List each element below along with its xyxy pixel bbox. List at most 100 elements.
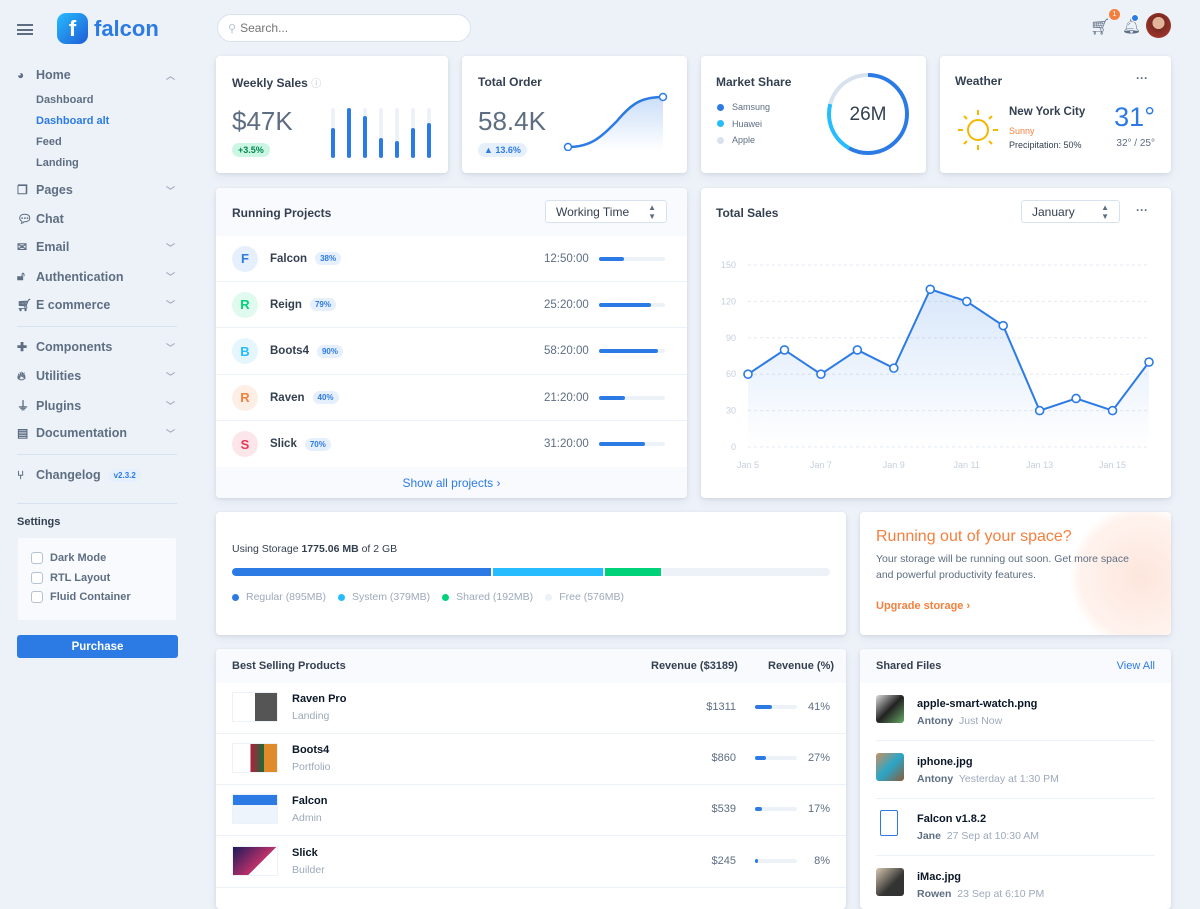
- file-meta: Rowen 23 Sep at 6:10 PM: [917, 888, 1044, 900]
- setting-checkbox[interactable]: Fluid Container: [31, 591, 131, 603]
- product-category: Builder: [292, 864, 325, 876]
- data-point: [963, 297, 971, 305]
- y-tick-label: 30: [726, 406, 736, 416]
- purchase-button[interactable]: Purchase: [17, 635, 178, 658]
- weather-condition: Sunny: [1009, 126, 1035, 136]
- chevron-down-icon: ﹀: [166, 241, 175, 254]
- x-tick-label: Jan 5: [737, 460, 759, 470]
- x-tick-label: Jan 15: [1099, 460, 1126, 470]
- file-name[interactable]: iMac.jpg: [917, 871, 961, 883]
- legend-dot: [717, 120, 724, 127]
- more-options-icon[interactable]: ···: [1136, 71, 1148, 85]
- checkbox-icon[interactable]: [31, 591, 43, 603]
- card-title: Weekly Sales ⓘ: [232, 75, 321, 90]
- sidebar-item[interactable]: ⏚Plugins﹀: [17, 397, 177, 414]
- sidebar-item[interactable]: ✚Components﹀: [17, 340, 177, 354]
- product-revenue: $539: [712, 803, 736, 815]
- cart-button[interactable]: 🛒︎1: [1090, 17, 1120, 37]
- card-title: Total Order: [478, 75, 542, 89]
- change-badge: ▲ 13.6%: [478, 143, 527, 157]
- product-name[interactable]: Boots4: [292, 744, 329, 756]
- weekly-bar: [331, 108, 335, 158]
- weekly-bar: [427, 108, 431, 158]
- sidebar-subitem[interactable]: Dashboard alt: [36, 115, 109, 127]
- sidebar-subitem[interactable]: Dashboard: [36, 94, 93, 106]
- weekly-sales-card: Weekly Sales ⓘ $47K +3.5%: [216, 56, 448, 173]
- sidebar-item[interactable]: ▤Documentation﹀: [17, 426, 177, 440]
- file-name[interactable]: apple-smart-watch.png: [917, 698, 1037, 710]
- file-row[interactable]: iMac.jpg Rowen 23 Sep at 6:10 PM: [876, 856, 1155, 909]
- checkbox-icon[interactable]: [31, 552, 43, 564]
- file-thumbnail: [876, 695, 904, 723]
- logo[interactable]: f falcon: [57, 13, 159, 44]
- menu-toggle-icon[interactable]: [17, 24, 33, 35]
- x-tick-label: Jan 11: [954, 460, 980, 470]
- sidebar-item[interactable]: ✉Email﹀: [17, 240, 177, 254]
- weather-card: Weather ··· New York City Sunny Precipit…: [940, 56, 1171, 173]
- sidebar-item[interactable]: ❐Pages﹀: [17, 183, 177, 197]
- product-name[interactable]: Raven Pro: [292, 693, 346, 705]
- storage-legend-item: Regular (895MB): [232, 591, 326, 603]
- project-avatar: R: [232, 385, 258, 411]
- file-user: Jane: [917, 830, 941, 842]
- question-icon[interactable]: ⓘ: [311, 79, 321, 90]
- sidebar-item-home[interactable]: ◕Home︿: [17, 68, 177, 82]
- view-all-link[interactable]: View All: [1117, 660, 1155, 672]
- show-all-projects-link[interactable]: Show all projects ›: [402, 476, 500, 490]
- product-name[interactable]: Falcon: [292, 795, 327, 807]
- setting-checkbox[interactable]: RTL Layout: [31, 572, 110, 584]
- x-tick-label: Jan 13: [1026, 460, 1053, 470]
- notifications-button[interactable]: 🔔︎: [1122, 17, 1141, 35]
- card-title: Shared Files: [876, 660, 941, 672]
- data-point: [744, 370, 752, 378]
- project-time: 12:50:00: [544, 253, 589, 265]
- search-input[interactable]: [240, 21, 440, 35]
- project-time: 31:20:00: [544, 438, 589, 450]
- sidebar-item[interactable]: 💬︎Chat: [17, 212, 177, 226]
- market-total: 26M: [825, 104, 911, 126]
- product-name[interactable]: Slick: [292, 847, 318, 859]
- storage-legend-item: Free (576MB): [545, 591, 624, 603]
- file-name[interactable]: Falcon v1.8.2: [917, 813, 986, 825]
- divider: [17, 503, 177, 504]
- sidebar-item[interactable]: 🔓︎Authentication﹀: [17, 269, 177, 284]
- file-name[interactable]: iphone.jpg: [917, 756, 973, 768]
- project-percent-badge: 38%: [315, 252, 341, 265]
- storage-card: Using Storage 1775.06 MB of 2 GB Regular…: [216, 512, 846, 635]
- working-time-select[interactable]: Working Time▲▼: [545, 200, 667, 223]
- upgrade-storage-link[interactable]: Upgrade storage ›: [876, 600, 970, 612]
- sidebar-subitem[interactable]: Feed: [36, 136, 62, 148]
- y-tick-label: 120: [721, 296, 736, 306]
- search-box[interactable]: ⚲: [217, 14, 471, 42]
- unlock-icon: 🔓︎: [17, 269, 36, 284]
- column-header-revenue: Revenue ($3189): [651, 660, 738, 672]
- order-sparkline: [562, 91, 672, 151]
- data-point: [780, 346, 788, 354]
- checkbox-icon[interactable]: [31, 572, 43, 584]
- project-percent-badge: 40%: [313, 391, 339, 404]
- sidebar-item[interactable]: 🛒︎E commerce﹀: [17, 298, 177, 312]
- sidebar-item[interactable]: 🔥︎Utilities﹀: [17, 369, 177, 384]
- file-icon: [880, 810, 898, 836]
- setting-checkbox[interactable]: Dark Mode: [31, 552, 106, 564]
- sidebar-subitem[interactable]: Landing: [36, 157, 79, 169]
- revenue-progress: [755, 756, 797, 760]
- file-time: Just Now: [959, 715, 1002, 727]
- avatar[interactable]: [1146, 13, 1171, 38]
